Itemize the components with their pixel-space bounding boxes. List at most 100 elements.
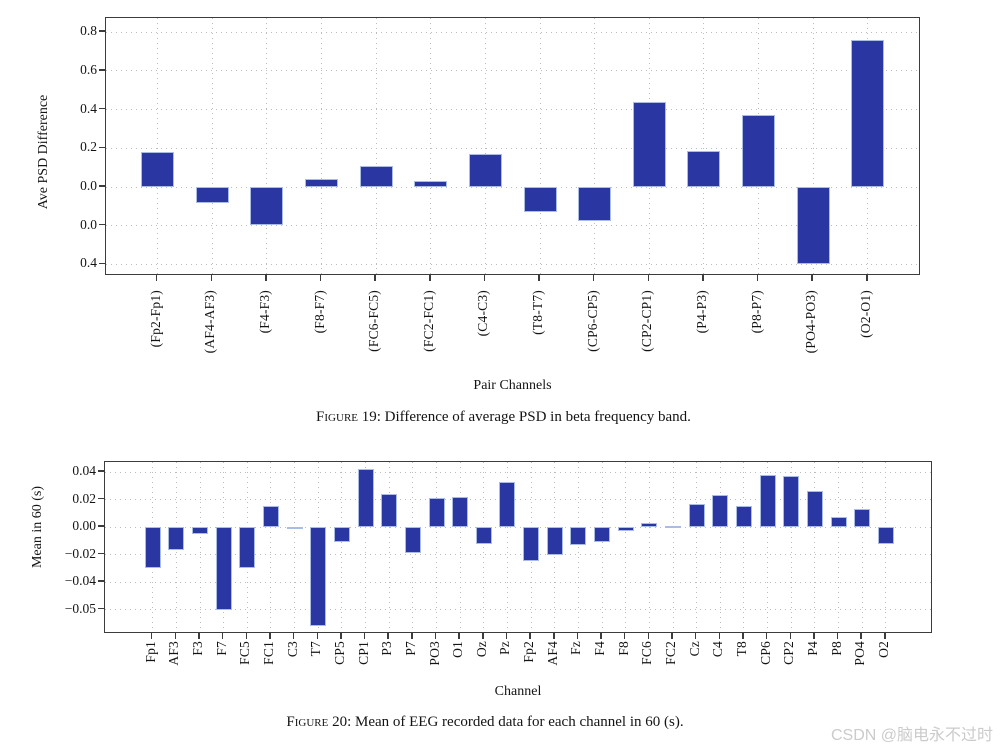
h-gridline [105,471,931,473]
v-gridline [365,462,367,632]
h-gridline [105,609,931,610]
x-tick-label: (P8-P7) [748,290,764,334]
x-tick-label: (Fp2-Fp1) [147,290,163,348]
y-tick-mark [98,470,104,472]
bar [250,187,284,225]
y-tick-label: 0.6 [80,61,97,77]
x-tick-mark [319,275,322,281]
v-gridline [294,462,296,632]
x-tick-mark [411,633,413,639]
h-gridline [106,225,919,227]
bar [428,498,445,527]
bar [546,527,563,555]
figure19-caption-prefix: Figure [316,409,358,425]
bar [641,522,658,527]
x-tick-label: F8 [615,641,631,656]
v-gridline [270,462,272,632]
h-gridline [106,263,919,265]
v-gridline [506,462,508,632]
x-tick-mark [718,633,721,639]
x-tick-mark [316,633,318,639]
x-tick-label: F4 [592,641,608,656]
bar [712,495,729,527]
y-tick-mark [99,185,105,187]
v-gridline [430,18,432,274]
bar [310,527,327,626]
v-gridline [266,18,268,274]
bar [687,151,721,187]
x-tick-mark [647,633,650,639]
x-tick-mark [623,633,626,639]
v-gridline [375,18,377,274]
x-tick-mark [866,275,868,281]
x-tick-label: Fz [568,641,584,655]
x-tick-label: Oz [473,641,489,658]
bar [688,503,705,527]
v-gridline [199,462,201,632]
x-tick-mark [150,633,153,639]
x-tick-label: CP1 [355,641,371,665]
x-tick-mark [210,275,213,281]
x-tick-label: CP6 [757,641,773,665]
y-tick-label: −0.04 [64,573,96,588]
x-tick-label: (FC2-FC1) [420,290,436,352]
x-axis-title-pair-channels: Pair Channels [473,378,552,393]
v-gridline [341,462,343,632]
bar [796,187,830,265]
x-tick-label: P8 [828,641,844,656]
bar [851,39,885,187]
x-tick-mark [482,633,484,639]
y-tick-label: 0.04 [72,463,96,478]
x-tick-label: Fp2 [521,641,537,663]
y-tick-mark [99,223,105,226]
bar [742,115,776,187]
v-gridline [594,18,596,274]
v-gridline [577,462,579,632]
h-gridline [106,109,919,111]
x-tick-label: O2 [875,641,891,658]
x-tick-mark [694,633,697,639]
x-tick-mark [483,275,486,281]
x-tick-mark [458,633,460,639]
x-tick-mark [265,275,267,281]
x-tick-mark [765,633,768,639]
x-tick-label: T8 [733,641,749,657]
x-tick-mark [529,633,531,639]
bar [735,506,752,527]
bar [333,527,350,543]
x-tick-mark [811,275,813,281]
x-tick-label: O1 [450,641,466,658]
v-gridline [539,18,541,274]
bar [192,527,208,534]
x-tick-label: Fp1 [142,641,158,663]
v-gridline [790,462,792,632]
bar [877,527,894,544]
x-tick-mark [592,275,595,281]
x-tick-label: FC6 [639,641,655,665]
y-tick-label: −0.05 [64,600,96,616]
v-gridline [211,18,213,274]
x-tick-mark [576,633,579,639]
bar [357,469,374,527]
bar [168,527,185,551]
x-tick-label: FC2 [663,641,678,665]
y-tick-mark [99,262,105,265]
y-tick-mark [99,69,105,71]
x-tick-label: (T8-T7) [530,290,546,335]
bar [499,481,516,527]
bar [632,101,666,187]
bar [578,187,612,221]
x-tick-mark [292,633,295,639]
x-tick-mark [647,275,650,281]
x-tick-label: PO3 [426,641,442,666]
x-tick-label: (CP2-CP1) [639,290,655,352]
bar [239,527,256,569]
bar [523,527,540,562]
bar [475,527,492,544]
x-tick-label: (AF4-AF3) [202,290,218,354]
y-tick-mark [99,30,105,32]
x-tick-mark [363,633,366,639]
bar [215,527,232,610]
x-tick-mark [789,633,791,639]
v-gridline [436,462,437,632]
